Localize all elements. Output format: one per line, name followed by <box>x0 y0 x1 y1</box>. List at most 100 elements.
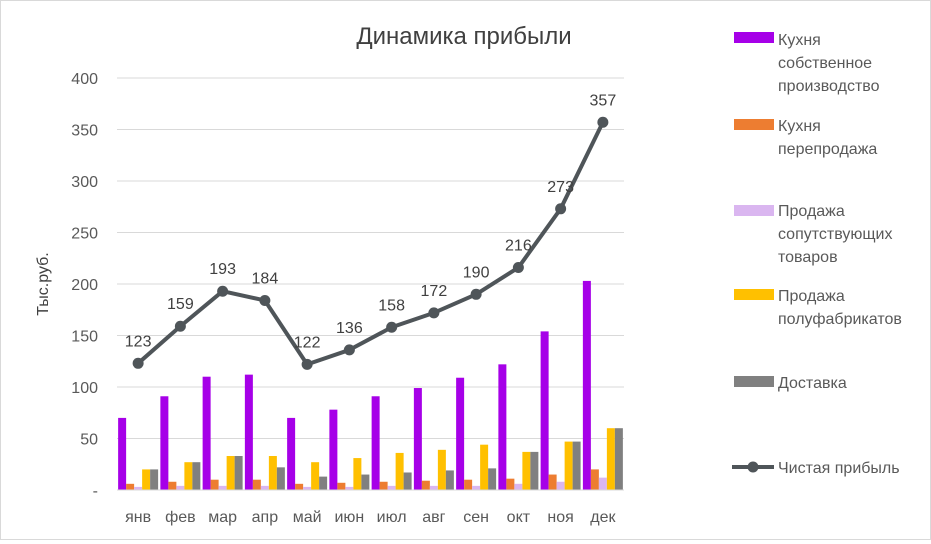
x-tick-label: дек <box>590 509 616 526</box>
net-profit-line <box>132 116 609 370</box>
bar <box>387 485 396 490</box>
bar <box>606 428 615 490</box>
bar <box>311 462 320 490</box>
legend-label: перепродажа <box>778 141 877 158</box>
bar <box>548 474 557 490</box>
bar <box>598 477 607 490</box>
legend-label: сопутствующих <box>778 226 892 243</box>
bar <box>445 470 454 490</box>
legend-label: Продажа <box>778 288 845 305</box>
y-tick-label: 300 <box>71 174 98 191</box>
bar <box>413 388 422 490</box>
bar <box>234 456 243 490</box>
legend-swatch <box>734 289 774 300</box>
bar <box>506 478 515 490</box>
line-point <box>343 344 355 356</box>
legend-label: Доставка <box>778 375 847 392</box>
bar <box>437 449 446 490</box>
legend-label: Продажа <box>778 203 845 220</box>
bar <box>395 452 404 490</box>
bar <box>337 482 346 490</box>
gridlines <box>117 77 624 439</box>
x-tick-label: июл <box>377 509 407 526</box>
bar <box>160 396 169 490</box>
data-label: 159 <box>167 296 194 313</box>
bar <box>142 469 151 490</box>
net-profit-polyline <box>136 121 605 367</box>
bar <box>134 486 143 490</box>
x-tick-label: май <box>293 509 322 526</box>
legend-item: Продажа полуфабрикатов <box>734 288 902 328</box>
legend-swatch <box>734 32 774 43</box>
y-tick-label: 50 <box>80 432 98 449</box>
legend-label: Чистая прибыль <box>778 460 900 477</box>
bar <box>429 485 438 490</box>
y-tick-label: 350 <box>71 123 98 140</box>
legend-swatch <box>734 205 774 216</box>
x-tick-label: июн <box>334 509 364 526</box>
line-point <box>512 262 524 274</box>
line-point <box>174 320 186 332</box>
y-tick-label: 400 <box>71 71 98 88</box>
data-label: 172 <box>421 283 448 300</box>
data-label: 123 <box>125 333 152 350</box>
bar <box>184 462 193 490</box>
legend-item: Кухня перепродажа <box>734 118 877 158</box>
data-label: 273 <box>547 179 574 196</box>
legend-label: полуфабрикатов <box>778 311 902 328</box>
data-label: 122 <box>294 334 321 351</box>
bar <box>295 483 304 490</box>
bar <box>268 456 277 490</box>
y-tick-label: - <box>93 483 98 500</box>
bar <box>464 479 473 490</box>
y-axis-title: Тыс.руб. <box>35 252 52 316</box>
bar <box>118 417 127 490</box>
line-point <box>597 116 609 128</box>
bar <box>582 280 591 490</box>
legend: Кухня собственное производство Кухня перепро… <box>732 32 902 477</box>
bar <box>379 481 388 490</box>
bar <box>556 481 565 490</box>
bar <box>353 458 362 490</box>
bar <box>472 485 481 490</box>
bar <box>614 428 623 490</box>
bar <box>276 467 285 490</box>
bar <box>403 472 412 490</box>
legend-point-marker <box>747 461 759 473</box>
line-point <box>470 288 482 300</box>
data-label: 193 <box>209 261 236 278</box>
bar <box>498 364 507 490</box>
legend-swatch <box>734 119 774 130</box>
bars <box>118 280 623 490</box>
data-label: 158 <box>378 297 405 314</box>
bar <box>210 479 219 490</box>
bar <box>456 377 465 490</box>
line-point <box>132 357 144 369</box>
bar <box>244 374 253 490</box>
legend-swatch <box>734 376 774 387</box>
legend-label: Кухня <box>778 118 821 135</box>
x-tick-label: сен <box>463 509 489 526</box>
bar <box>168 481 177 490</box>
x-tick-label: окт <box>507 509 531 526</box>
line-point <box>259 294 271 306</box>
bar <box>564 441 573 490</box>
data-label: 357 <box>590 92 617 109</box>
x-tick-label: фев <box>165 509 196 526</box>
y-tick-label: 200 <box>71 277 98 294</box>
legend-label: товаров <box>778 249 838 266</box>
y-tick-label: 100 <box>71 380 98 397</box>
bar <box>329 409 338 490</box>
x-tick-label: ноя <box>547 509 573 526</box>
legend-item: Доставка <box>734 375 847 392</box>
bar <box>345 486 354 490</box>
bar <box>421 480 430 490</box>
bar <box>488 468 497 490</box>
chart-title: Динамика прибыли <box>356 23 571 50</box>
line-point <box>217 285 229 297</box>
bar <box>150 469 159 490</box>
bar <box>287 417 296 490</box>
